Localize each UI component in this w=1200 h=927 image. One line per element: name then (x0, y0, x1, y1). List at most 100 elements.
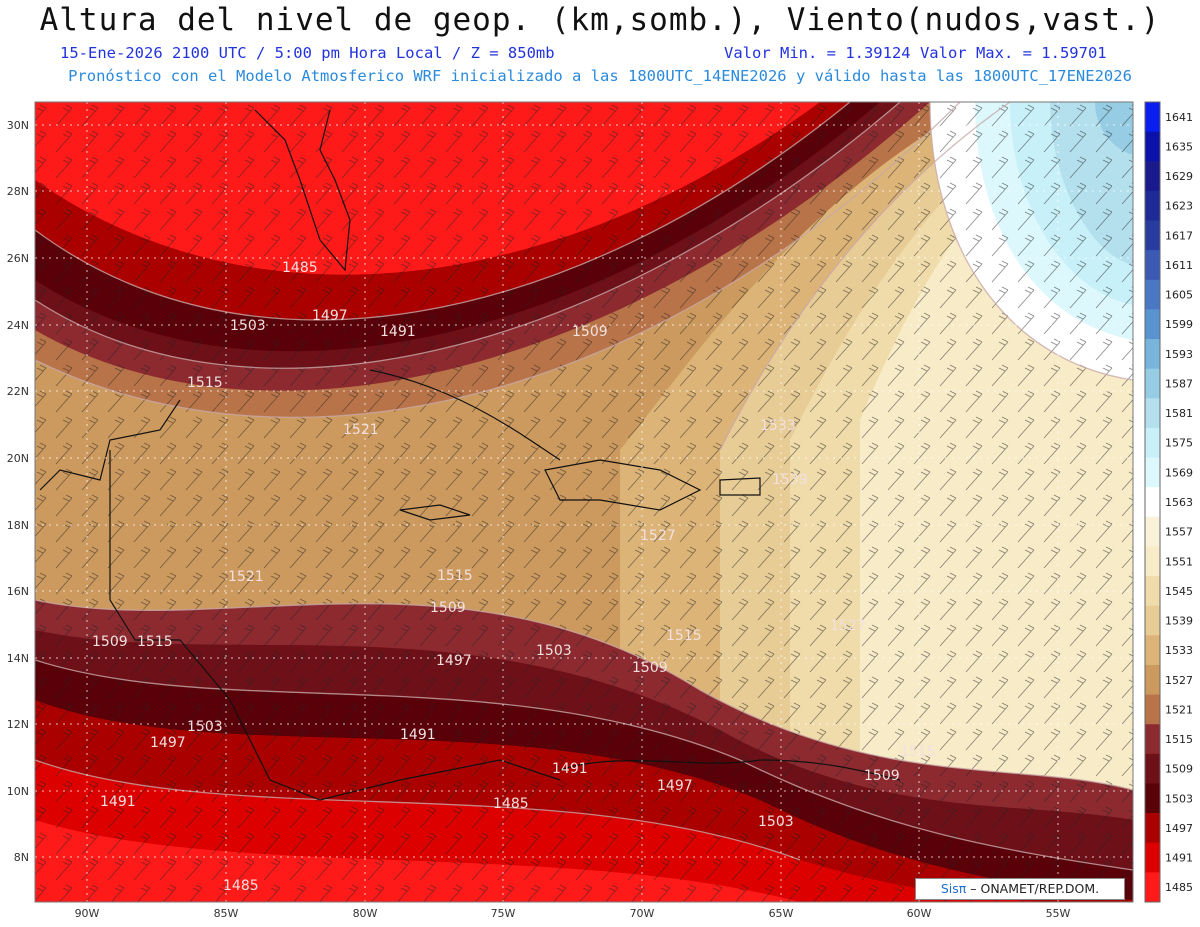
colorbar-swatch (1145, 694, 1160, 725)
lon-label: 55W (1046, 907, 1071, 920)
colorbar-swatch (1145, 872, 1160, 903)
colorbar-swatch (1145, 102, 1160, 133)
colorbar: 1641 1635 1629 1623 1617 1611 1605 1599 1593 1587… (1144, 101, 1193, 903)
colorbar-border (1144, 101, 1161, 903)
colorbar-swatch (1145, 161, 1160, 192)
chart-title: Altura del nivel de geop. (km,somb.), Vi… (39, 2, 1161, 38)
colorbar-label: 1605 (1165, 289, 1193, 302)
sispi-logo: Sisπ (940, 881, 967, 896)
colorbar-swatch (1145, 813, 1160, 844)
contour-label: 1515 (666, 628, 702, 644)
map-frame (35, 102, 1133, 902)
contour-label: 1485 (493, 796, 529, 812)
contour-label: 1509 (632, 660, 668, 676)
lon-label: 70W (630, 907, 655, 920)
colorbar-label: 1551 (1165, 555, 1193, 568)
colorbar-swatch (1145, 605, 1160, 636)
colorbar-swatch (1145, 339, 1160, 370)
colorbar-swatch (1145, 131, 1160, 162)
contour-label: 1527 (830, 618, 866, 634)
contour-label: 1503 (187, 719, 223, 735)
colorbar-label: 1545 (1165, 585, 1193, 598)
contour-label: 1539 (772, 472, 808, 488)
lat-label: 26N (7, 252, 29, 265)
contour-label: 1509 (92, 634, 128, 650)
contour-label: 1515 (437, 568, 473, 584)
lat-label: 30N (7, 119, 29, 132)
contour-label: 1491 (380, 324, 416, 340)
colorbar-swatch (1145, 398, 1160, 429)
colorbar-swatch (1145, 842, 1160, 873)
colorbar-label: 1617 (1165, 229, 1193, 242)
colorbar-label: 1581 (1165, 407, 1193, 420)
lat-label: 22N (7, 385, 29, 398)
colorbar-label: 1629 (1165, 170, 1193, 183)
contour-label: 1527 (640, 528, 676, 544)
min-max-values: Valor Min. = 1.39124 Valor Max. = 1.5970… (724, 44, 1107, 62)
credit-box: Sisπ – ONAMET/REP.DOM. (915, 878, 1125, 900)
colorbar-swatch (1145, 250, 1160, 281)
forecast-line: Pronóstico con el Modelo Atmosferico WRF… (68, 67, 1132, 85)
colorbar-label: 1593 (1165, 348, 1193, 361)
coastlines (39, 109, 901, 801)
colorbar-swatch (1145, 487, 1160, 518)
colorbar-swatch (1145, 190, 1160, 222)
contour-label: 1521 (228, 569, 264, 585)
colorbar-label: 1539 (1165, 615, 1193, 628)
colorbar-swatch (1145, 457, 1160, 488)
contour-label: 1485 (223, 878, 259, 894)
colorbar-swatch (1145, 546, 1160, 577)
lon-label: 80W (353, 907, 378, 920)
lon-label: 75W (491, 907, 516, 920)
colorbar-label: 1635 (1165, 140, 1193, 153)
colorbar-label: 1641 (1165, 111, 1193, 124)
contour-label: 1521 (343, 422, 379, 438)
lat-label: 24N (7, 319, 29, 332)
contour-label: 1491 (400, 727, 436, 743)
colorbar-label: 1497 (1165, 822, 1193, 835)
credit-org: – ONAMET/REP.DOM. (966, 881, 1100, 896)
colorbar-swatch (1145, 368, 1160, 399)
colorbar-label: 1569 (1165, 466, 1193, 479)
lat-label: 12N (7, 718, 29, 731)
colorbar-label: 1611 (1165, 259, 1193, 272)
colorbar-label: 1515 (1165, 733, 1193, 746)
contour-label: 1497 (436, 653, 472, 669)
contour-label: 1491 (552, 761, 588, 777)
colorbar-label: 1503 (1165, 792, 1193, 805)
contour-label: 1509 (430, 600, 466, 616)
lat-label: 20N (7, 452, 29, 465)
contour-label: 1503 (536, 643, 572, 659)
valid-time-text: 15-Ene-2026 2100 UTC / 5:00 pm Hora Loca… (60, 44, 555, 62)
contour-label: 1497 (657, 778, 693, 794)
colorbar-swatch (1145, 427, 1160, 459)
contour-label: 1515 (900, 744, 936, 760)
lat-label: 18N (7, 519, 29, 532)
colorbar-swatch (1145, 576, 1160, 607)
colorbar-label: 1623 (1165, 200, 1193, 213)
contour-label: 1497 (312, 308, 348, 324)
contour-label: 1509 (864, 768, 900, 784)
map-border (34, 101, 1134, 903)
contour-label: 1503 (230, 318, 266, 334)
colorbar-label: 1557 (1165, 526, 1193, 539)
lon-label: 85W (214, 907, 239, 920)
colorbar-swatch (1145, 220, 1160, 251)
colorbar-label: 1587 (1165, 377, 1193, 390)
lon-axis: 90W 85W 80W 75W 70W 65W 60W 55W (75, 907, 1071, 920)
lat-label: 10N (7, 785, 29, 798)
contour-label: 1497 (150, 735, 186, 751)
contour-label: 1533 (760, 418, 796, 434)
lat-label: 16N (7, 585, 29, 598)
colorbar-swatch (1145, 753, 1160, 784)
colorbar-label: 1575 (1165, 437, 1193, 450)
colorbar-swatch (1145, 783, 1160, 814)
lat-axis: 30N 28N 26N 24N 22N 20N 18N 16N 14N 12N … (7, 119, 29, 864)
colorbar-label: 1533 (1165, 644, 1193, 657)
gridlines (35, 102, 1133, 902)
contour-label: 1509 (572, 324, 608, 340)
colorbar-swatch (1145, 279, 1160, 310)
contour-label: 1503 (758, 814, 794, 830)
lon-label: 65W (769, 907, 794, 920)
